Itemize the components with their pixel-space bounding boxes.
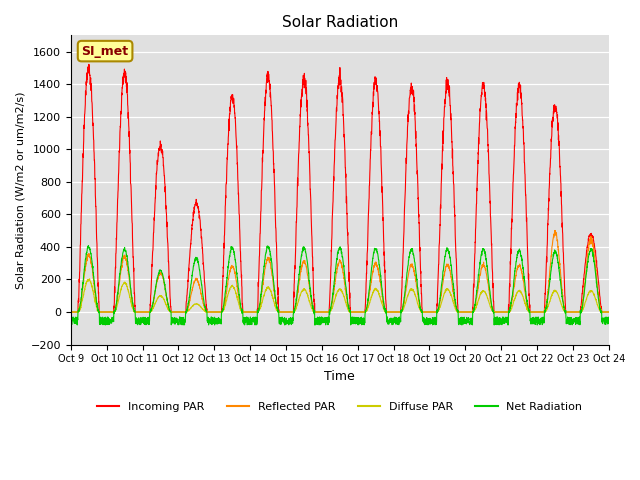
X-axis label: Time: Time xyxy=(324,370,355,383)
Legend: Incoming PAR, Reflected PAR, Diffuse PAR, Net Radiation: Incoming PAR, Reflected PAR, Diffuse PAR… xyxy=(93,397,587,416)
Text: SI_met: SI_met xyxy=(81,45,129,58)
Title: Solar Radiation: Solar Radiation xyxy=(282,15,398,30)
Y-axis label: Solar Radiation (W/m2 or um/m2/s): Solar Radiation (W/m2 or um/m2/s) xyxy=(15,91,25,288)
